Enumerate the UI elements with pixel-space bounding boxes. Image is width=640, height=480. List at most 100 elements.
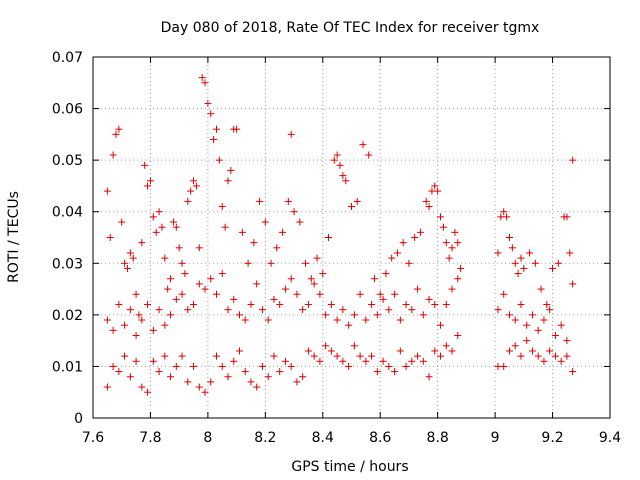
y-axis-label: ROTI / TECUs [6,191,22,283]
data-point [385,362,393,370]
data-point [517,352,525,360]
data-point [414,352,422,360]
data-point [126,306,134,314]
data-point [399,239,407,247]
data-point [520,264,528,272]
data-point [149,326,157,334]
data-point [158,223,166,231]
data-point [109,151,117,159]
data-point [178,259,186,267]
y-tick-label: 0 [74,411,83,427]
data-point [247,301,255,309]
data-point [540,316,548,324]
data-point [425,203,433,211]
data-point [368,301,376,309]
data-point [144,301,152,309]
data-point [505,347,513,355]
data-point [431,301,439,309]
data-point [218,270,226,278]
data-point [204,99,212,107]
data-point [365,151,373,159]
data-point [557,321,565,329]
data-point [454,239,462,247]
x-tick-label: 9 [491,430,500,446]
data-point [235,347,243,355]
data-point [296,218,304,226]
data-point [396,347,404,355]
data-point [382,270,390,278]
plot-frame [92,56,611,419]
data-point [121,259,129,267]
data-point [115,125,123,133]
data-point [161,352,169,360]
data-point [290,208,298,216]
data-point [201,285,209,293]
y-tick-label: 0.05 [52,153,83,169]
data-point [207,275,215,283]
x-tick-label: 8.4 [312,430,334,446]
data-point [514,270,522,278]
data-point [511,316,519,324]
data-point [500,362,508,370]
data-point [385,306,393,314]
data-point [319,270,327,278]
data-point [112,130,120,138]
data-point [362,316,370,324]
data-point [178,290,186,298]
data-point [431,182,439,190]
data-point [431,347,439,355]
data-point [178,352,186,360]
data-point [155,208,163,216]
data-point [563,337,571,345]
data-point [439,223,447,231]
data-point [227,166,235,174]
data-point [103,187,111,195]
data-point [333,352,341,360]
data-point [155,368,163,376]
data-point [184,197,192,205]
y-tick-label: 0.02 [52,308,83,324]
data-point [534,352,542,360]
data-point [302,259,310,267]
data-point [144,388,152,396]
data-point [284,197,292,205]
data-point [379,357,387,365]
data-point [129,254,137,262]
data-point [356,290,364,298]
data-point [195,244,203,252]
data-point [373,311,381,319]
y-tick-label: 0.07 [52,50,83,66]
data-point [342,177,350,185]
data-point [350,342,358,350]
data-point [442,342,450,350]
data-point [408,357,416,365]
data-point [325,234,333,241]
data-point [327,347,335,355]
data-point [546,306,554,314]
data-point [528,311,536,319]
data-point [505,234,513,241]
data-point [445,254,453,262]
y-tick-label: 0.03 [52,256,83,272]
data-point [414,285,422,293]
data-point [528,347,536,355]
data-point [336,161,344,169]
data-point [238,228,246,236]
data-point [425,373,433,381]
data-point [540,357,548,365]
data-point [287,362,295,370]
data-point [273,244,281,252]
data-point [310,352,318,360]
data-point [172,223,180,231]
data-point [348,203,355,211]
data-point [373,368,381,376]
y-tick-label: 0.04 [52,205,83,221]
data-point [281,357,289,365]
data-point [190,301,198,309]
data-point [523,321,531,329]
data-point [549,264,557,272]
data-point [224,373,232,381]
data-point [534,326,542,334]
data-point [258,362,266,370]
